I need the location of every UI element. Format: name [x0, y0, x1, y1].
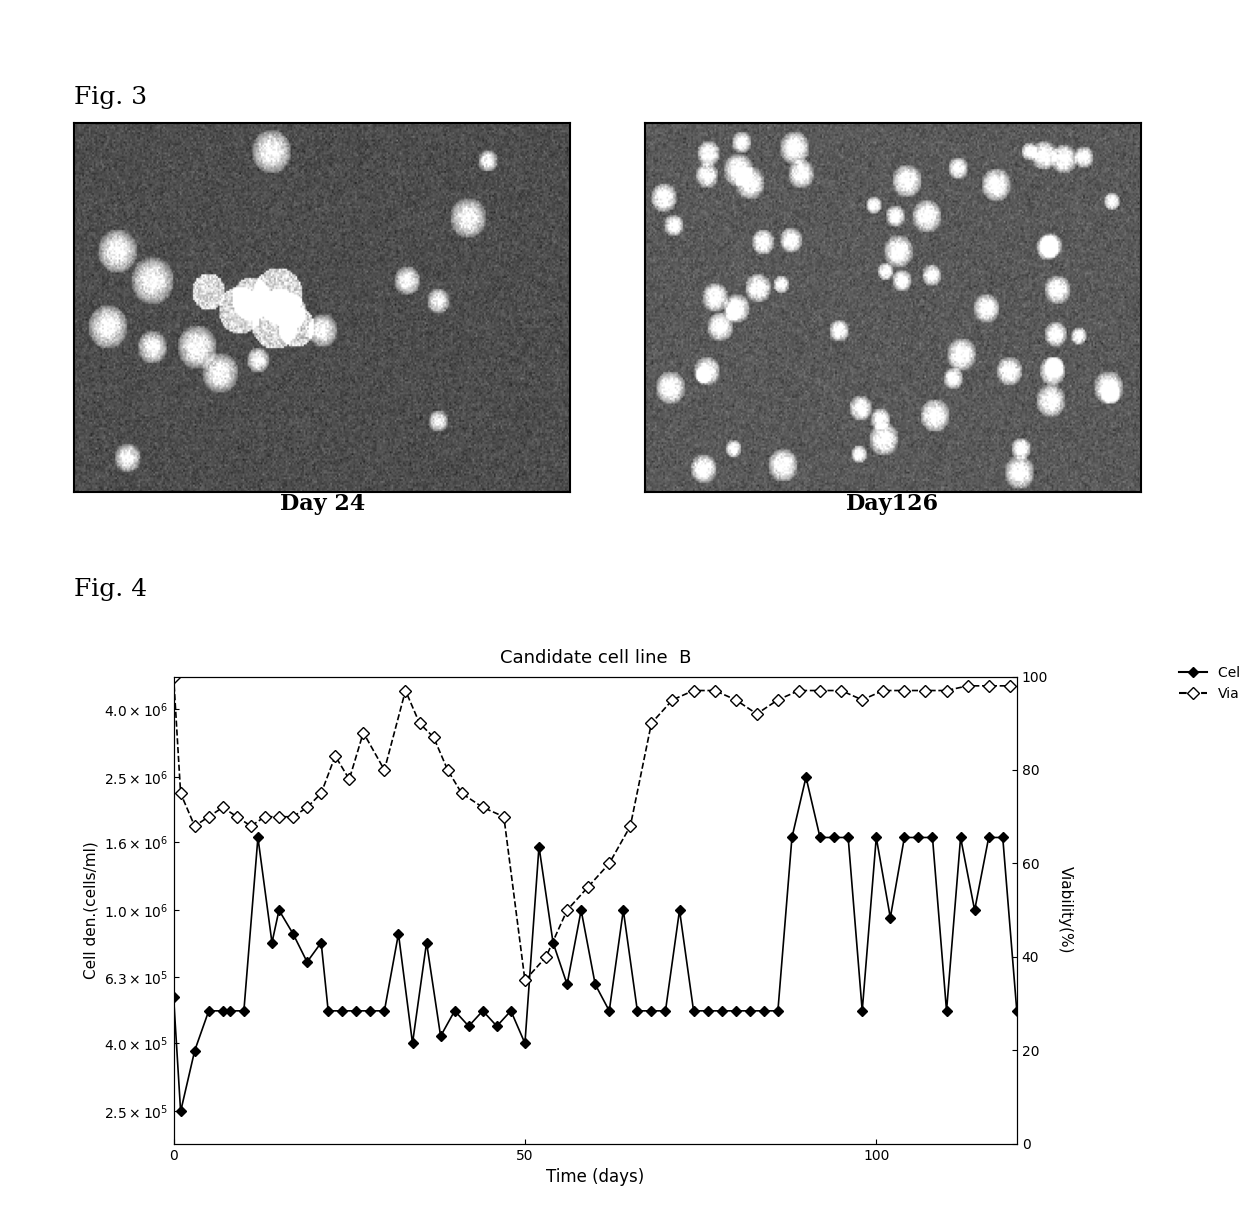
Title: Candidate cell line  B: Candidate cell line B: [500, 648, 691, 667]
Text: Fig. 3: Fig. 3: [74, 86, 148, 109]
X-axis label: Time (days): Time (days): [546, 1168, 645, 1186]
Text: Day 24: Day 24: [280, 493, 365, 515]
Y-axis label: Cell den.(cells/ml): Cell den.(cells/ml): [84, 841, 99, 979]
Y-axis label: Viability(%): Viability(%): [1058, 866, 1073, 954]
Text: Fig. 4: Fig. 4: [74, 578, 148, 601]
Text: Day126: Day126: [846, 493, 940, 515]
Legend: Cell density, Viability: Cell density, Viability: [1174, 661, 1240, 706]
